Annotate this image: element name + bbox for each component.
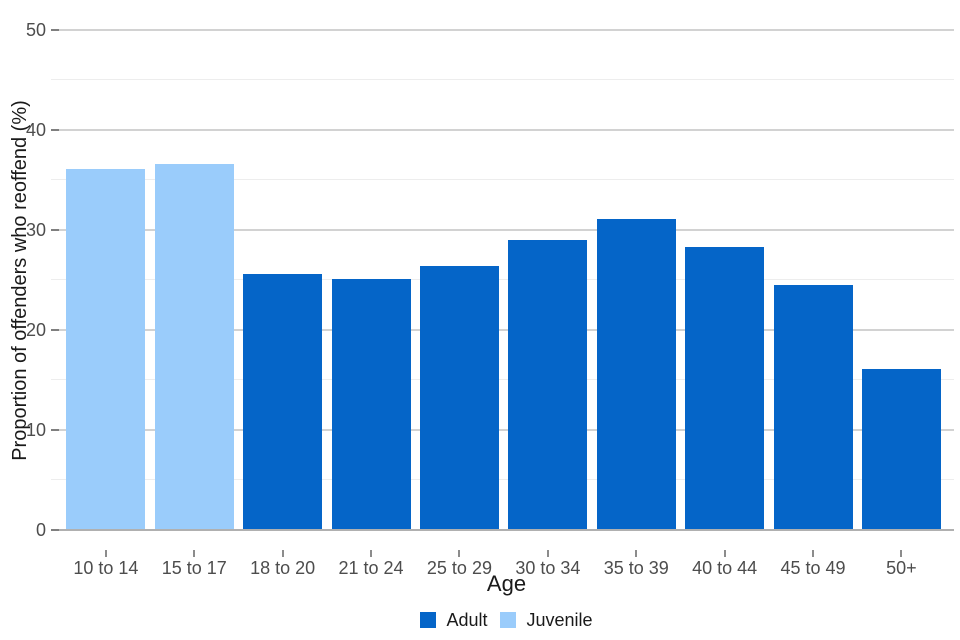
bar-30-to-34 [508, 240, 588, 530]
y-axis-title-box: Proportion of offenders who reoffend (%) [0, 0, 40, 560]
y-tick-40 [51, 129, 59, 131]
x-tick-label-4: 21 to 24 [338, 558, 404, 578]
x-axis-title: Age [486, 571, 527, 596]
x-tick-9 [812, 550, 815, 557]
x-tick-label-7: 35 to 39 [603, 558, 669, 578]
gridline-minor-45 [51, 79, 954, 80]
x-tick-1 [104, 550, 107, 557]
x-tick-label-3: 18 to 20 [250, 558, 316, 578]
x-tick-8 [723, 550, 726, 557]
gridline-minor-15 [51, 379, 954, 380]
gridline-minor-5 [51, 479, 954, 480]
gridline-major-10 [59, 429, 954, 431]
x-axis-line [58, 529, 954, 531]
gridline-major-20 [59, 329, 954, 331]
legend-item-juvenile: Juvenile [500, 609, 593, 631]
legend-label-juvenile: Juvenile [526, 610, 593, 630]
bar-40-to-44 [685, 247, 765, 530]
bar-10-to-14 [66, 169, 146, 530]
legend-item-adult: Adult [420, 609, 487, 631]
x-tick-label-9: 45 to 49 [780, 558, 846, 578]
x-tick-3 [281, 550, 284, 557]
bar-35-to-39 [596, 219, 676, 530]
bar-15-to-17 [154, 164, 234, 530]
x-tick-label-1: 10 to 14 [73, 558, 139, 578]
x-tick-6 [546, 550, 549, 557]
y-tick-label-0: 0 [35, 520, 46, 540]
y-tick-label-20: 20 [25, 320, 46, 340]
bar-21-to-24 [331, 279, 411, 530]
x-tick-5 [458, 550, 461, 557]
x-tick-label-6: 30 to 34 [515, 558, 581, 578]
bar-18-to-20 [243, 274, 323, 530]
gridline-major-50 [59, 29, 954, 31]
x-tick-label-2: 15 to 17 [161, 558, 227, 578]
gridline-minor-35 [51, 179, 954, 180]
x-tick-7 [635, 550, 638, 557]
x-tick-label-8: 40 to 44 [692, 558, 758, 578]
y-tick-label-40: 40 [25, 120, 46, 140]
legend-swatch-juvenile [500, 612, 517, 628]
y-tick-50 [51, 29, 59, 31]
y-tick-10 [51, 429, 59, 431]
x-tick-4 [370, 550, 373, 557]
x-tick-label-5: 25 to 29 [426, 558, 492, 578]
y-axis-title: Proportion of offenders who reoffend (%) [8, 99, 31, 461]
legend: Adult Juvenile [59, 609, 954, 631]
plot-area [51, 29, 954, 531]
y-tick-label-50: 50 [25, 20, 46, 40]
legend-label-adult: Adult [446, 610, 488, 630]
bar-50+ [861, 369, 941, 530]
y-tick-label-10: 10 [25, 420, 46, 440]
x-tick-2 [193, 550, 196, 557]
gridline-minor-25 [51, 279, 954, 280]
y-tick-0 [51, 529, 59, 531]
y-tick-20 [51, 329, 59, 331]
y-tick-label-30: 30 [25, 220, 46, 240]
bar-25-to-29 [419, 266, 499, 530]
y-tick-30 [51, 229, 59, 231]
gridline-major-40 [59, 129, 954, 131]
x-tick-10 [900, 550, 903, 557]
gridline-major-30 [59, 229, 954, 231]
bar-45-to-49 [773, 285, 853, 530]
x-tick-label-10: 50+ [886, 558, 917, 578]
legend-swatch-adult [420, 612, 437, 628]
